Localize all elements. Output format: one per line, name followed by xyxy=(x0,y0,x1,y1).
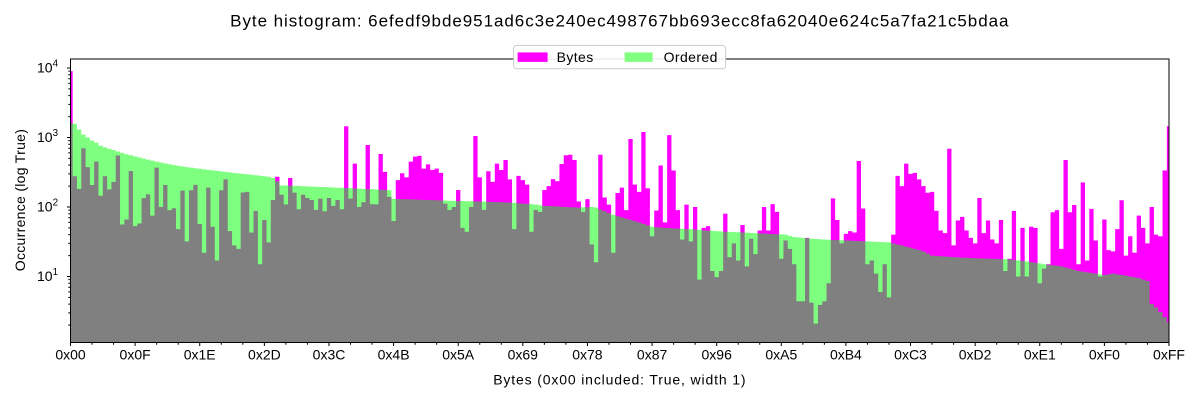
svg-text:Bytes: Bytes xyxy=(557,49,594,65)
svg-text:0x96: 0x96 xyxy=(702,347,733,363)
svg-text:0xF0: 0xF0 xyxy=(1089,347,1120,363)
svg-text:0xB4: 0xB4 xyxy=(830,347,862,363)
svg-text:0x87: 0x87 xyxy=(637,347,668,363)
svg-text:0xC3: 0xC3 xyxy=(894,347,927,363)
svg-text:Ordered: Ordered xyxy=(664,49,718,65)
svg-text:Byte histogram: 6efedf9bde951a: Byte histogram: 6efedf9bde951ad6c3e240ec… xyxy=(230,12,1009,31)
svg-text:Occurrence (log True): Occurrence (log True) xyxy=(12,129,28,271)
svg-text:0xE1: 0xE1 xyxy=(1024,347,1056,363)
svg-text:0x78: 0x78 xyxy=(572,347,603,363)
svg-text:0xFF: 0xFF xyxy=(1153,347,1185,363)
svg-text:0x69: 0x69 xyxy=(508,347,539,363)
svg-text:0x0F: 0x0F xyxy=(120,347,151,363)
svg-text:0x1E: 0x1E xyxy=(184,347,216,363)
svg-text:0x2D: 0x2D xyxy=(248,347,281,363)
svg-text:0x5A: 0x5A xyxy=(442,347,475,363)
svg-text:Bytes (0x00 included: True, wi: Bytes (0x00 included: True, width 1) xyxy=(493,372,746,388)
svg-text:0x00: 0x00 xyxy=(55,347,86,363)
svg-text:0x3C: 0x3C xyxy=(313,347,346,363)
svg-text:0xD2: 0xD2 xyxy=(959,347,992,363)
svg-text:0x4B: 0x4B xyxy=(378,347,410,363)
svg-text:0xA5: 0xA5 xyxy=(765,347,797,363)
